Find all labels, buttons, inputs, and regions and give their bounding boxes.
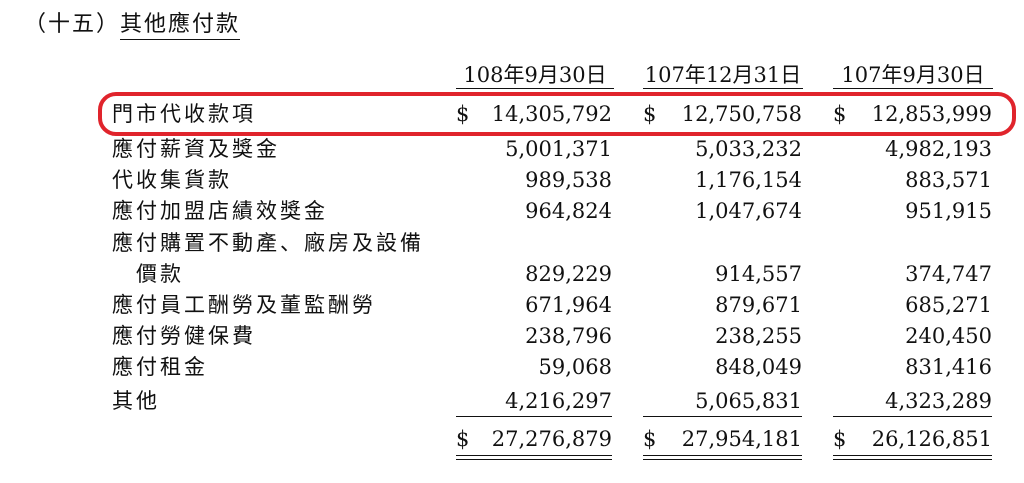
row-label: 應付勞健保費 (112, 324, 256, 348)
cell-value: 829,229 (525, 262, 612, 286)
row-label: 門市代收款項 (112, 102, 256, 126)
cell-value: 238,796 (525, 324, 612, 348)
double-underline (643, 455, 802, 460)
row-label: 應付加盟店績效獎金 (112, 199, 328, 223)
row-label: 應付薪資及獎金 (112, 137, 280, 161)
double-underline (833, 455, 992, 460)
cell-value: 12,853,999 (871, 102, 992, 126)
cell-value: 848,049 (715, 355, 802, 379)
cell-value: 12,750,758 (681, 102, 802, 126)
cell-value: 4,323,289 (833, 386, 992, 417)
cell-value: 964,824 (525, 199, 612, 223)
row-label: 其他 (112, 389, 160, 413)
total-value: 27,954,181 (681, 427, 802, 451)
currency-symbol: $ (456, 427, 470, 451)
cell-value: 914,557 (715, 262, 802, 286)
table-row: 其他 4,216,297 5,065,831 4,323,289 (0, 386, 1024, 417)
table-row: 門市代收款項 $ 14,305,792 $ 12,750,758 $ 12,85… (0, 99, 1024, 129)
note-number: （十五） (24, 12, 121, 37)
currency-symbol: $ (833, 102, 847, 126)
cell-value: 5,033,232 (695, 137, 802, 161)
cell-value: 4,982,193 (885, 137, 992, 161)
cell-value: 1,176,154 (695, 168, 802, 192)
cell-value: 14,305,792 (491, 102, 612, 126)
table-row: 應付加盟店績效獎金 964,824 1,047,674 951,915 (0, 196, 1024, 226)
total-value: 27,276,879 (491, 427, 612, 451)
cell-value: 685,271 (905, 293, 992, 317)
cell-value: 374,747 (905, 262, 992, 286)
table-row: 應付員工酬勞及董監酬勞 671,964 879,671 685,271 (0, 290, 1024, 320)
table-row: 應付租金 59,068 848,049 831,416 (0, 352, 1024, 382)
currency-symbol: $ (643, 427, 657, 451)
note-title: （十五）其他應付款 (24, 6, 241, 40)
cell-value: 5,065,831 (643, 386, 802, 417)
cell-value: 238,255 (715, 324, 802, 348)
cell-value: 59,068 (538, 355, 612, 379)
totals-row: $ 27,276,879 $ 27,954,181 $ 26,126,851 (0, 424, 1024, 454)
cell-value: 240,450 (905, 324, 992, 348)
row-label: 價款 (136, 262, 184, 286)
cell-value: 1,047,674 (695, 199, 802, 223)
column-header-107-12-31: 107年12月31日 (643, 63, 803, 89)
cell-value: 879,671 (715, 293, 802, 317)
cell-value: 989,538 (525, 168, 612, 192)
note-name: 其他應付款 (120, 6, 241, 40)
column-header-107-09-30: 107年9月30日 (833, 62, 993, 89)
cell-value: 4,216,297 (456, 386, 612, 417)
table-row: 應付勞健保費 238,796 238,255 240,450 (0, 321, 1024, 351)
cell-value: 951,915 (905, 199, 992, 223)
total-value: 26,126,851 (871, 427, 992, 451)
row-label: 代收集貨款 (112, 168, 232, 192)
currency-symbol: $ (456, 102, 470, 126)
cell-value: 831,416 (905, 355, 992, 379)
table-row: 應付購置不動產、廠房及設備 (0, 228, 1024, 258)
cell-value: 671,964 (525, 293, 612, 317)
table-row: 價款 829,229 914,557 374,747 (0, 259, 1024, 289)
row-label: 應付購置不動產、廠房及設備 (112, 231, 424, 255)
currency-symbol: $ (643, 102, 657, 126)
column-header-108-09-30: 108年9月30日 (456, 62, 614, 89)
cell-value: 5,001,371 (505, 137, 612, 161)
table-row: 代收集貨款 989,538 1,176,154 883,571 (0, 165, 1024, 195)
table-row: 應付薪資及獎金 5,001,371 5,033,232 4,982,193 (0, 134, 1024, 164)
cell-value: 883,571 (905, 168, 992, 192)
row-label: 應付員工酬勞及董監酬勞 (112, 293, 376, 317)
double-underline (456, 455, 612, 460)
currency-symbol: $ (833, 427, 847, 451)
highlight-box (98, 92, 1016, 136)
row-label: 應付租金 (112, 355, 208, 379)
